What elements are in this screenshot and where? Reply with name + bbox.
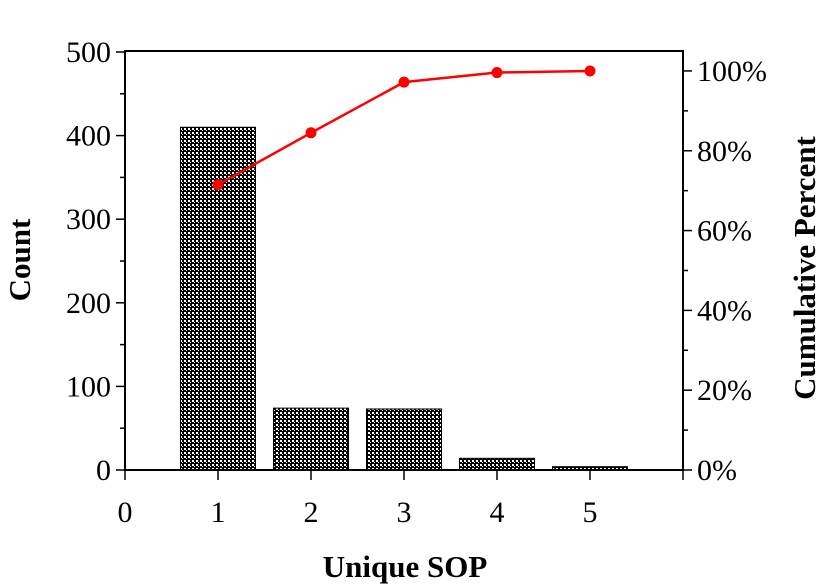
y-tick-label: 0	[96, 454, 111, 487]
cumulative-point-3	[398, 76, 410, 88]
bar-4	[459, 457, 535, 471]
bar-2	[273, 407, 349, 471]
x-tick-label: 1	[211, 496, 226, 529]
y2-tick-label: 40%	[697, 294, 752, 327]
bar-series	[180, 126, 628, 471]
y-tick-label: 300	[66, 203, 111, 236]
x-tick-label: 3	[397, 496, 412, 529]
x-tick-label: 0	[118, 496, 133, 529]
y-axis-title: Count	[2, 218, 37, 301]
x-tick-label: 5	[583, 496, 598, 529]
y2-tick-label: 100%	[697, 55, 767, 88]
x-tick-label: 2	[304, 496, 319, 529]
cumulative-point-4	[491, 67, 503, 79]
y2-tick-label: 20%	[697, 374, 752, 407]
y2-tick-label: 0%	[697, 454, 737, 487]
cumulative-point-2	[305, 127, 317, 139]
tick-labels: 0 100 200 300 400 500 0% 20% 40% 60% 80% 100% 0 1 2 3 4 5	[66, 36, 767, 529]
y2-axis-title: Cumulative Percent	[787, 135, 822, 399]
bar-1	[180, 126, 256, 471]
cumulative-point-1	[212, 179, 224, 191]
y2-tick-label: 60%	[697, 215, 752, 248]
cumulative-point-5	[584, 65, 596, 77]
y-tick-label: 500	[66, 36, 111, 69]
cumulative-percent-series	[212, 65, 596, 191]
y2-tick-label: 80%	[697, 135, 752, 168]
y-tick-label: 400	[66, 120, 111, 153]
x-tick-label: 4	[490, 496, 505, 529]
cumulative-line	[217, 69, 591, 186]
axes	[116, 50, 692, 480]
y-tick-label: 200	[66, 287, 111, 320]
bar-3	[366, 408, 442, 471]
x-axis-title: Unique SOP	[323, 549, 488, 584]
y-tick-label: 100	[66, 370, 111, 403]
